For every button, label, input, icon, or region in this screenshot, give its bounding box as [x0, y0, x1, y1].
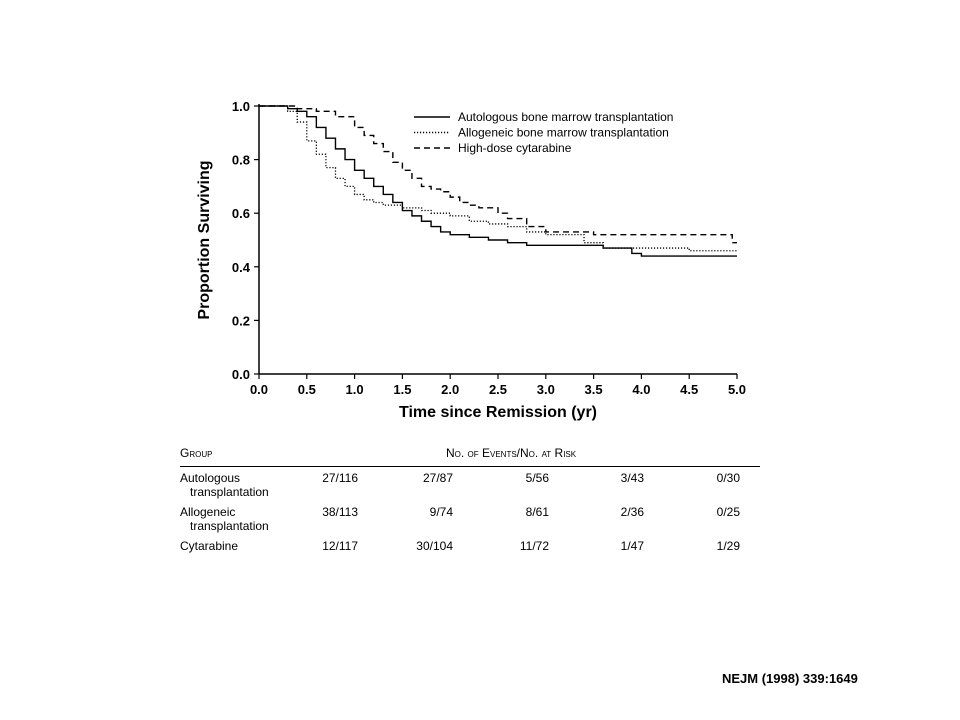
x-tick-label: 2.5: [489, 382, 507, 397]
table-cell: 12/117: [322, 539, 358, 553]
row-label: Autologous transplantation: [180, 471, 310, 499]
risk-table: Group No. of Events/No. at Risk Autologo…: [180, 440, 760, 557]
row-label-line1: Allogeneic: [180, 505, 236, 519]
legend-label: Allogeneic bone marrow transplantation: [458, 126, 669, 140]
table-cell: 3/43: [620, 471, 644, 485]
table-cell: 8/61: [525, 505, 549, 519]
table-cell: 27/116: [322, 471, 358, 485]
row-label-line2: transplantation: [190, 519, 269, 533]
table-cell: 27/87: [422, 471, 453, 485]
chart-series: [259, 105, 737, 257]
legend-label: High-dose cytarabine: [458, 141, 572, 155]
x-tick-label: 4.0: [632, 382, 650, 397]
table-cell: 9/74: [429, 505, 453, 519]
chart-ticks: 0.0 0.5 1.0 1.5 2.0 2.5 3.0 3.5 4.0 4.5 5.0 0.0 0.2 0…: [232, 99, 746, 397]
y-axis-title: Proportion Surviving: [196, 160, 213, 319]
y-tick-label: 0.8: [232, 153, 250, 168]
x-tick-label: 0.0: [250, 382, 268, 397]
row-label: Cytarabine: [180, 539, 310, 553]
table-cell: 2/36: [620, 505, 644, 519]
table-cell: 5/56: [525, 471, 549, 485]
table-cell: 30/104: [416, 539, 453, 553]
legend-label: Autologous bone marrow transplantation: [458, 110, 673, 124]
table-row: Allogeneic transplantation 38/113 9/74 8…: [180, 501, 760, 535]
table-cell: 0/25: [716, 505, 740, 519]
table-row: Cytarabine 12/117 30/104 11/72 1/47 1/29: [180, 535, 760, 557]
y-tick-label: 0.6: [232, 206, 250, 221]
survival-chart: 0.0 0.5 1.0 1.5 2.0 2.5 3.0 3.5 4.0 4.5 5.0 0.0 0.2 0…: [196, 99, 746, 421]
y-tick-label: 0.2: [232, 313, 250, 328]
x-tick-label: 4.5: [680, 382, 698, 397]
row-label-line1: Cytarabine: [180, 539, 239, 553]
citation: NEJM (1998) 339:1649: [722, 671, 858, 686]
x-tick-label: 3.0: [537, 382, 555, 397]
row-label-line1: Autologous: [180, 471, 241, 485]
x-tick-label: 0.5: [298, 382, 316, 397]
series-line-1: [259, 105, 737, 257]
risk-table-header: Group No. of Events/No. at Risk: [180, 440, 760, 467]
table-cell: 0/30: [716, 471, 740, 485]
x-axis-title: Time since Remission (yr): [399, 404, 597, 421]
table-cell: 1/29: [716, 539, 740, 553]
x-tick-label: 3.5: [585, 382, 603, 397]
group-header: Group: [180, 446, 213, 460]
x-tick-label: 2.0: [441, 382, 459, 397]
y-tick-label: 0.0: [232, 367, 250, 382]
table-row: Autologous transplantation 27/116 27/87 …: [180, 467, 760, 501]
x-tick-label: 5.0: [728, 382, 746, 397]
table-cell: 1/47: [620, 539, 644, 553]
series-line-2: [259, 105, 737, 252]
row-label: Allogeneic transplantation: [180, 505, 310, 533]
events-header: No. of Events/No. at Risk: [446, 446, 577, 460]
table-cell: 38/113: [322, 505, 358, 519]
y-tick-label: 0.4: [232, 260, 251, 275]
x-tick-label: 1.0: [346, 382, 364, 397]
chart-legend: Autologous bone marrow transplantation Al…: [414, 110, 673, 155]
x-tick-label: 1.5: [393, 382, 411, 397]
row-label-line2: transplantation: [190, 485, 269, 499]
series-line-3: [259, 105, 737, 244]
table-cell: 11/72: [519, 539, 549, 553]
y-tick-label: 1.0: [232, 99, 250, 114]
